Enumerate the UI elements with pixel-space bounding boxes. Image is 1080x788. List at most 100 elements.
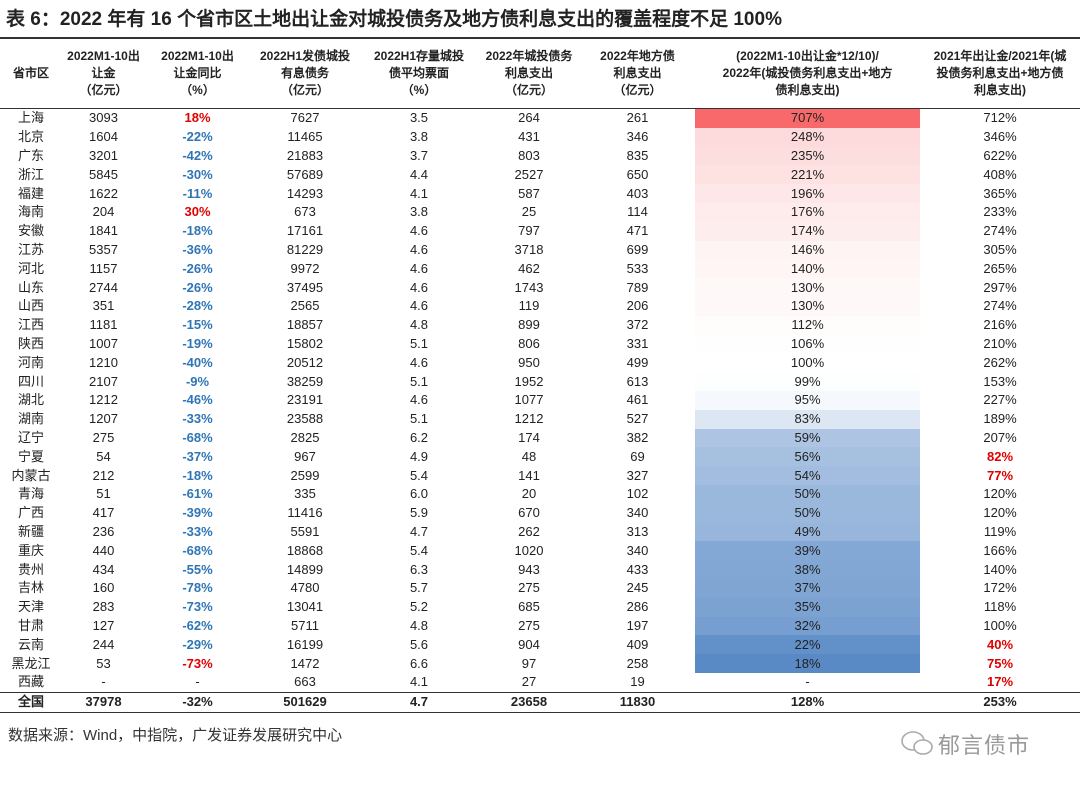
table-cell: 100% [695, 353, 920, 373]
header-line: 省市区 [12, 66, 49, 80]
table-cell: 313 [626, 523, 649, 539]
table-cell: 4.1 [409, 185, 429, 201]
table-cell: 53 [96, 655, 111, 671]
table-cell: 山西 [17, 298, 44, 314]
table-cell: 5.2 [409, 599, 429, 615]
table-cell: 286 [626, 599, 649, 615]
table-cell: 372 [626, 317, 649, 333]
table-cell: 699 [626, 241, 649, 257]
table-cell: 17% [986, 674, 1014, 690]
table-cell: 120% [983, 505, 1017, 521]
table-cell: 261 [626, 110, 649, 126]
table-cell: 967 [294, 448, 316, 464]
table-cell: 青海 [17, 486, 44, 502]
table-cell: 1210 [89, 354, 118, 370]
table-cell: 安徽 [17, 223, 44, 239]
table-row: 天津 283 -73% 13041 5.2 685 286 35% 118% [0, 597, 1080, 617]
table-cell: 17161 [286, 223, 324, 239]
table-cell: 宁夏 [17, 448, 44, 464]
table-cell: 275 [92, 429, 115, 445]
table-cell: 1604 [89, 129, 118, 145]
header-cell: 2022H1发债城投 有息债务 （亿元） [250, 37, 360, 109]
table-cell: 54 [96, 448, 111, 464]
table-cell: 西藏 [17, 674, 44, 690]
table-cell: 622% [983, 147, 1017, 163]
header-line: （亿元） [613, 83, 662, 97]
table-cell: 6.6 [409, 655, 429, 671]
table-cell: 5845 [89, 166, 118, 182]
header-line: 2022年(城投债务利息支出+地方 [722, 66, 893, 80]
table-cell: 11465 [287, 129, 323, 145]
table-cell: 4.8 [409, 617, 429, 633]
table-cell: 4.6 [409, 223, 429, 239]
table-cell: 146% [695, 240, 920, 260]
table-cell: 274% [983, 223, 1017, 239]
table-cell: 99% [695, 372, 920, 391]
table-cell: -11% [182, 185, 213, 201]
table-cell: 1181 [89, 317, 118, 333]
table-cell: 613 [626, 373, 649, 389]
table-cell: 19 [630, 674, 645, 690]
header-line: 利息支出 [613, 66, 662, 80]
header-line: 利息支出) [974, 83, 1026, 97]
table-row: 福建 1622 -11% 14293 4.1 587 403 196% 365% [0, 184, 1080, 203]
table-cell: 253% [920, 691, 1080, 713]
table-cell: -55% [182, 561, 213, 577]
table-cell: 128% [695, 691, 920, 713]
table-cell: 650 [626, 166, 649, 182]
table-cell: 4780 [290, 580, 320, 596]
table-cell: 40% [986, 636, 1014, 652]
table-cell: 140% [695, 259, 920, 279]
table-cell: -61% [182, 486, 213, 502]
header-line: （%） [401, 83, 437, 97]
table-cell: 20 [521, 486, 537, 502]
table-cell: 4.7 [360, 691, 478, 713]
header-line: 让金 [91, 66, 116, 80]
header-line: 2022H1发债城投 [259, 49, 351, 63]
table-cell: 335 [294, 486, 316, 502]
table-cell: 5.7 [409, 580, 429, 596]
table-cell: 广西 [17, 505, 44, 521]
table-row: 安徽 1841 -18% 17161 4.6 797 471 174% 274% [0, 221, 1080, 241]
table-cell: 4.6 [409, 298, 429, 314]
header-cell: 2022M1-10出 让金同比 （%） [145, 37, 250, 109]
table-cell: 39% [695, 541, 920, 561]
table-cell: 340 [626, 542, 649, 558]
table-cell: 670 [518, 505, 540, 521]
table-cell: 97 [521, 655, 537, 671]
watermark: 郁言债市 [938, 733, 1031, 758]
table-cell: 153% [983, 373, 1017, 389]
header-line: 债平均票面 [388, 66, 449, 80]
table-cell: 409 [626, 636, 649, 652]
table-cell: 950 [518, 354, 540, 370]
table-cell: 广东 [17, 147, 44, 163]
table-row: 浙江 5845 -30% 57689 4.4 2527 650 221% 408% [0, 165, 1080, 185]
table-cell: 4.6 [409, 260, 429, 276]
table-cell: 5.1 [409, 411, 429, 427]
table-cell: -15% [182, 317, 213, 333]
table-cell: 248% [695, 127, 920, 147]
header-cell: 2022年城投债务 利息支出 （亿元） [478, 37, 580, 109]
table-cell: 14293 [286, 185, 324, 201]
table-cell: 803 [518, 147, 540, 163]
table-cell: 30% [184, 204, 211, 220]
header-line: 利息支出 [504, 66, 553, 80]
table-cell: 2527 [514, 166, 544, 182]
table-cell: 663 [294, 674, 316, 690]
table-cell: 9972 [290, 260, 320, 276]
table-row: 北京 1604 -22% 11465 3.8 431 346 248% 346% [0, 127, 1080, 147]
table-cell: -19% [182, 335, 213, 351]
table-cell: 501629 [250, 691, 360, 713]
table-row: 云南 244 -29% 16199 5.6 904 409 22% 40% [0, 635, 1080, 655]
table-cell: 673 [294, 204, 316, 220]
table-cell: 95% [695, 390, 920, 410]
table-cell: 6.0 [409, 486, 429, 502]
table-cell: 3.8 [409, 204, 429, 220]
table-cell: 712% [983, 110, 1017, 126]
table-row: 湖北 1212 -46% 23191 4.6 1077 461 95% 227% [0, 390, 1080, 410]
table-cell: 48 [521, 448, 537, 464]
table-cell: 全国 [0, 691, 62, 713]
table-row: 西藏 - - 663 4.1 27 19 - 17% [0, 673, 1080, 692]
table-cell: 3.5 [409, 110, 429, 126]
table-cell: 275 [518, 617, 540, 633]
